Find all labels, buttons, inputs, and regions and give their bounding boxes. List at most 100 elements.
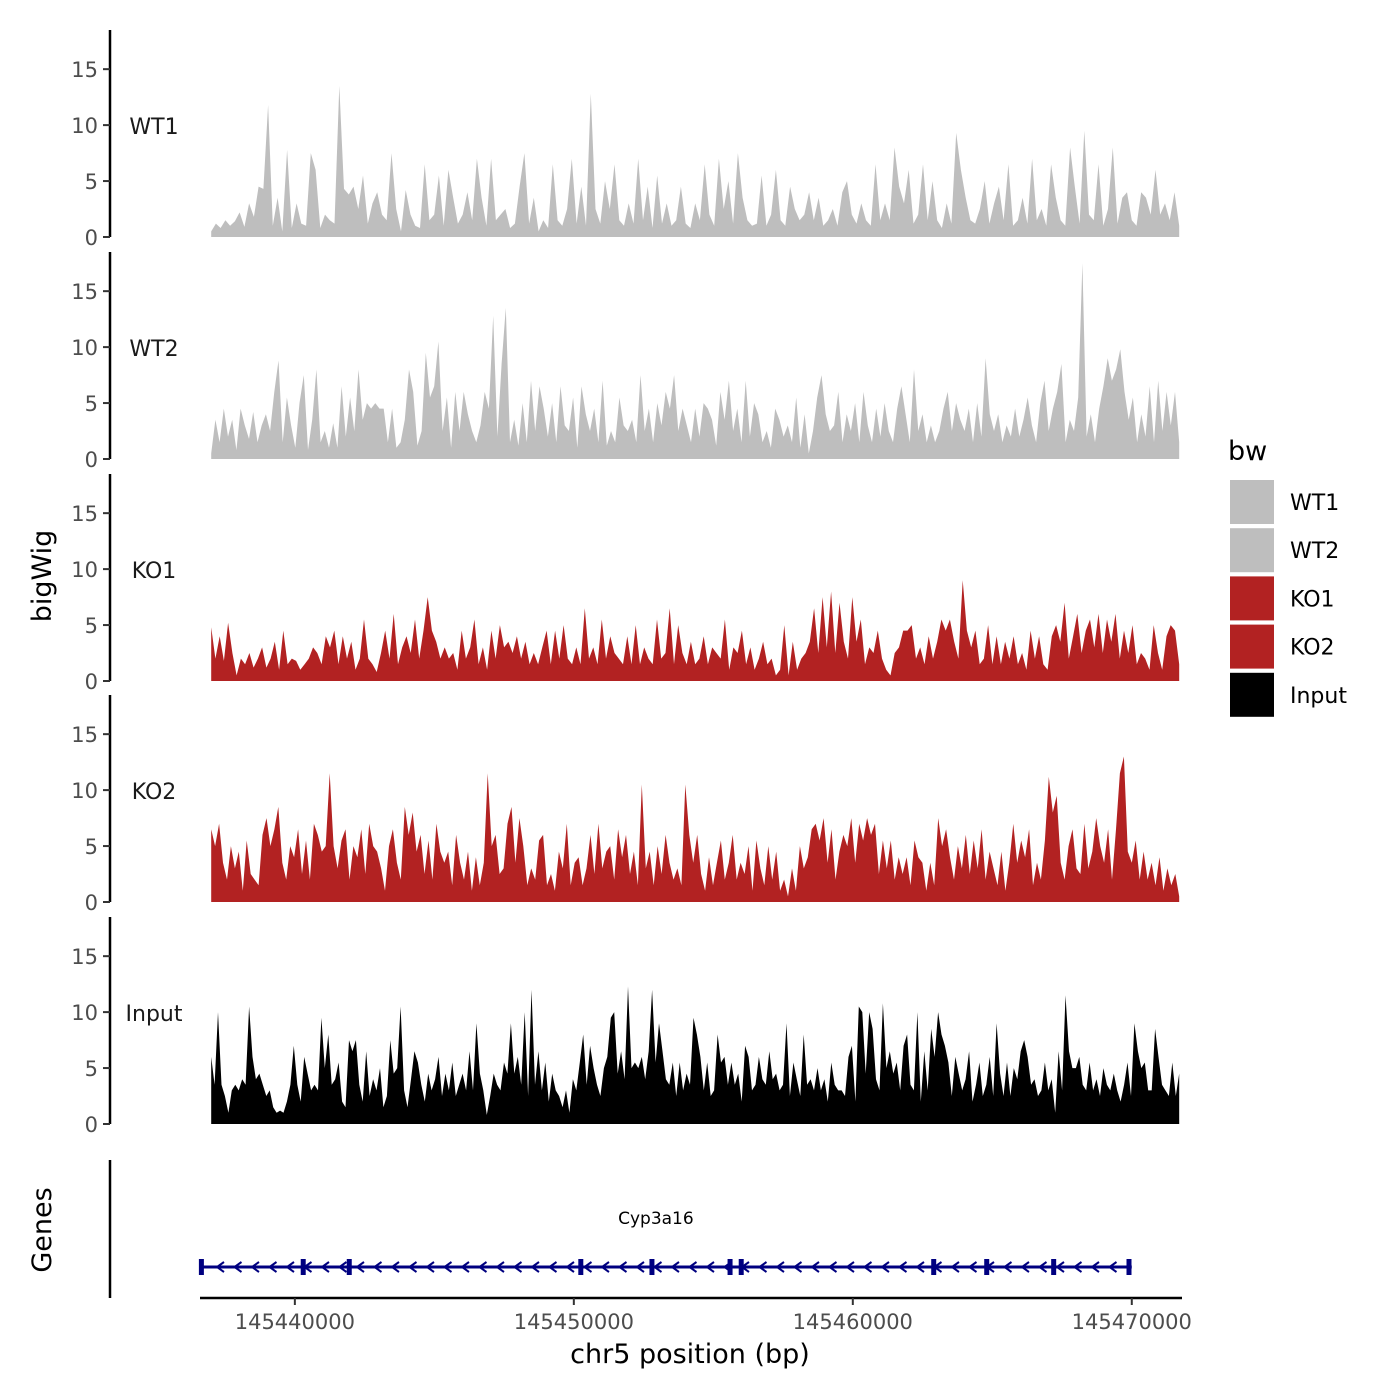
x-tick-label: 145440000 bbox=[235, 1310, 355, 1334]
strand-arrow bbox=[547, 1261, 558, 1273]
y-tick-label: 5 bbox=[85, 392, 98, 416]
strand-arrow bbox=[512, 1261, 523, 1273]
strand-arrow bbox=[390, 1261, 400, 1273]
strand-arrow bbox=[792, 1261, 803, 1273]
y-axis-label-genes: Genes bbox=[27, 1187, 58, 1272]
track-ko2: 0 5 10 15 KO2 bbox=[71, 695, 1180, 915]
strand-arrow bbox=[600, 1261, 610, 1273]
strand-arrow bbox=[880, 1261, 890, 1273]
y-tick-label: 0 bbox=[85, 891, 98, 915]
strand-arrow bbox=[477, 1261, 488, 1273]
y-tick-label: 5 bbox=[85, 170, 98, 194]
legend-swatch bbox=[1230, 528, 1274, 573]
track-wt1: 0 5 10 15 WT1 bbox=[71, 30, 1180, 250]
strand-arrow bbox=[950, 1261, 960, 1273]
strand-arrow bbox=[810, 1261, 820, 1273]
strand-arrow bbox=[460, 1261, 470, 1273]
strand-arrow bbox=[215, 1261, 225, 1273]
y-tick-label: 10 bbox=[71, 336, 98, 360]
legend-swatch bbox=[1230, 576, 1274, 621]
track-ko1: 0 5 10 15 KO1 bbox=[71, 474, 1180, 694]
strand-arrow bbox=[705, 1261, 715, 1273]
strand-arrow bbox=[1090, 1261, 1100, 1273]
strand-arrow bbox=[897, 1261, 908, 1273]
strand-arrow bbox=[495, 1261, 505, 1273]
legend-entry-ko1: KO1 bbox=[1230, 576, 1335, 621]
y-tick-label: 10 bbox=[71, 779, 98, 803]
strand-arrow bbox=[827, 1261, 838, 1273]
track-label: WT2 bbox=[129, 337, 178, 362]
exon-mark bbox=[727, 1259, 733, 1275]
legend-entry-input: Input bbox=[1230, 672, 1347, 717]
track-label: KO2 bbox=[132, 780, 177, 805]
exon-mark bbox=[300, 1259, 306, 1275]
exon-mark bbox=[931, 1259, 937, 1275]
gene-name-label: Cyp3a16 bbox=[618, 1209, 694, 1229]
y-tick-label: 15 bbox=[71, 58, 98, 82]
track-label: Input bbox=[126, 1002, 183, 1027]
y-tick-label: 0 bbox=[85, 1113, 98, 1137]
y-tick-label: 5 bbox=[85, 1057, 98, 1081]
x-axis: 145440000 145450000 145460000 145470000 bbox=[200, 1296, 1192, 1334]
strand-arrow bbox=[285, 1261, 295, 1273]
coverage-area bbox=[211, 263, 1180, 459]
track-label: KO1 bbox=[132, 559, 177, 584]
strand-arrow bbox=[1072, 1261, 1083, 1273]
y-tick-label: 15 bbox=[71, 502, 98, 526]
coverage-area bbox=[211, 986, 1180, 1124]
x-tick-label: 145460000 bbox=[793, 1310, 913, 1334]
strand-arrow bbox=[337, 1261, 348, 1273]
strand-arrow bbox=[775, 1261, 785, 1273]
coverage-area bbox=[211, 756, 1180, 902]
y-tick-label: 10 bbox=[71, 558, 98, 582]
y-tick-label: 10 bbox=[71, 114, 98, 138]
legend-label: KO1 bbox=[1290, 587, 1335, 612]
strand-arrow bbox=[687, 1261, 698, 1273]
legend-entry-ko2: KO2 bbox=[1230, 624, 1335, 669]
legend-title: bw bbox=[1228, 436, 1267, 467]
y-tick-label: 5 bbox=[85, 835, 98, 859]
y-tick-label: 15 bbox=[71, 280, 98, 304]
strand-arrow bbox=[635, 1261, 645, 1273]
strand-arrow bbox=[1002, 1261, 1013, 1273]
strand-arrow bbox=[967, 1261, 978, 1273]
strand-arrow bbox=[232, 1261, 243, 1273]
strand-arrow bbox=[915, 1261, 925, 1273]
genes-panel: Cyp3a16 bbox=[108, 1160, 1132, 1298]
exon-mark bbox=[198, 1259, 204, 1275]
strand-arrow bbox=[617, 1261, 628, 1273]
legend-entry-wt1: WT1 bbox=[1230, 480, 1339, 524]
strand-arrow bbox=[845, 1261, 855, 1273]
legend-swatch bbox=[1230, 672, 1274, 717]
legend-label: WT2 bbox=[1290, 539, 1339, 564]
exon-mark bbox=[738, 1259, 744, 1275]
strand-arrow bbox=[320, 1261, 330, 1273]
strand-arrow bbox=[757, 1261, 768, 1273]
strand-arrow bbox=[1037, 1261, 1048, 1273]
track-input: 0 5 10 15 Input bbox=[71, 917, 1180, 1137]
x-tick-label: 145470000 bbox=[1072, 1310, 1192, 1334]
y-tick-label: 10 bbox=[71, 1001, 98, 1025]
coverage-tracks: 0 5 10 15 WT1 0 5 10 15 WT2 0 5 10 15 KO1 0 5 10 15 KO2 0 5 10… bbox=[71, 30, 1180, 1137]
strand-arrow bbox=[355, 1261, 365, 1273]
strand-arrow bbox=[670, 1261, 680, 1273]
exon-mark bbox=[649, 1259, 655, 1275]
x-axis-title: chr5 position (bp) bbox=[570, 1339, 810, 1370]
strand-arrow bbox=[425, 1261, 435, 1273]
track-wt2: 0 5 10 15 WT2 bbox=[71, 252, 1180, 472]
legend-label: Input bbox=[1290, 684, 1347, 709]
exon-mark bbox=[1126, 1259, 1132, 1275]
y-tick-label: 0 bbox=[85, 670, 98, 694]
strand-arrow bbox=[565, 1261, 575, 1273]
strand-arrow bbox=[372, 1261, 383, 1273]
exon-mark bbox=[346, 1259, 352, 1275]
strand-arrow bbox=[652, 1261, 663, 1273]
strand-arrow bbox=[267, 1261, 278, 1273]
legend-swatch bbox=[1230, 624, 1274, 669]
strand-arrow bbox=[862, 1261, 873, 1273]
strand-arrow bbox=[582, 1261, 593, 1273]
y-axis-label-bigwig: bigWig bbox=[27, 530, 58, 623]
y-tick-label: 0 bbox=[85, 448, 98, 472]
